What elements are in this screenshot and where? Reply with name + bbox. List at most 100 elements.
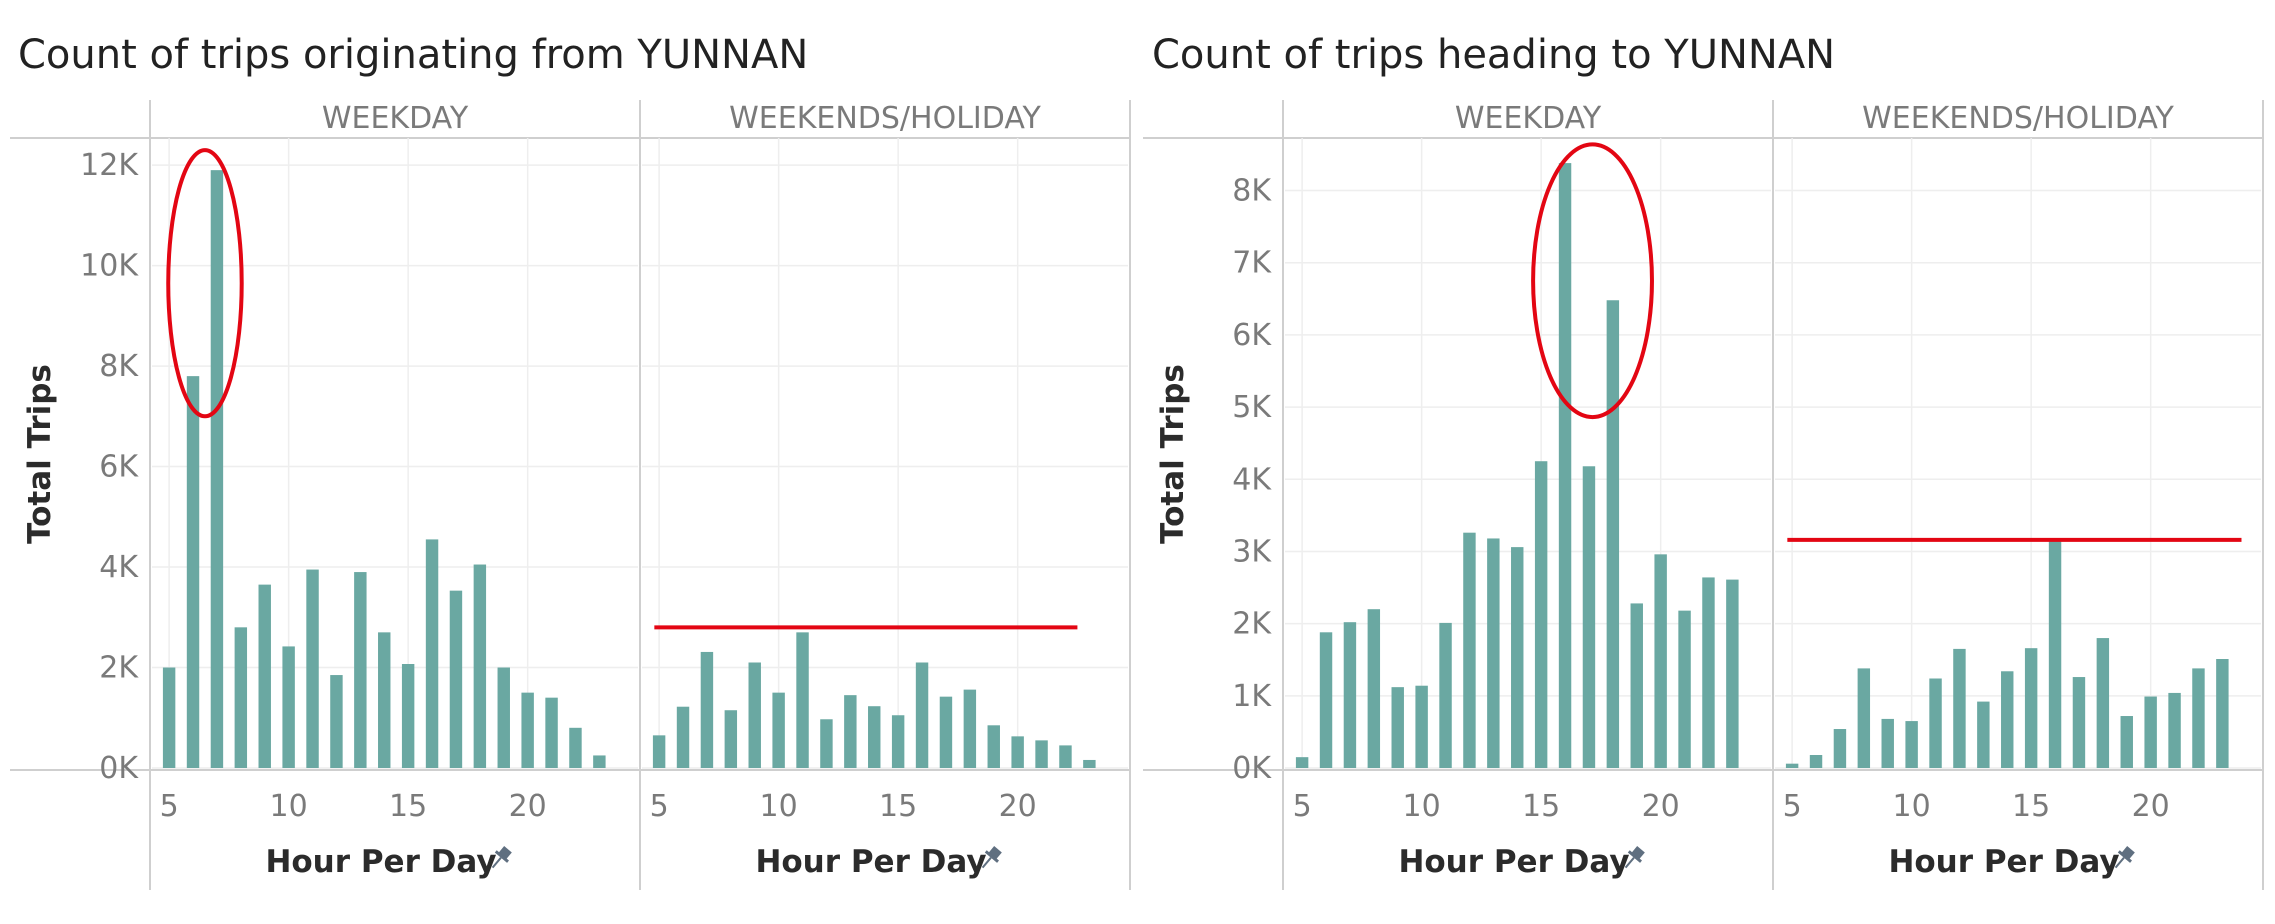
bar [987, 725, 1000, 768]
bar [521, 692, 534, 768]
chart-origin: Count of trips originating from YUNNAN 0K… [10, 32, 1131, 890]
bar [772, 692, 785, 768]
bar [1857, 668, 1871, 768]
bar [593, 755, 606, 768]
bar [378, 632, 391, 768]
bar [2048, 540, 2062, 768]
bar [186, 376, 200, 768]
facet-header: WEEKENDS/HOLIDAY [729, 101, 1041, 136]
x-tick-label: 15 [1522, 789, 1560, 824]
pin-icon [1624, 846, 1645, 869]
y-tick-label: 7K [1232, 246, 1272, 281]
chart-destination: Count of trips heading to YUNNAN 0K 1K 2K 3K… [1143, 32, 2264, 890]
x-tick-label: 15 [879, 789, 917, 824]
bar [1558, 163, 1572, 768]
bar [700, 651, 714, 768]
y-tick-label: 1K [1232, 679, 1272, 714]
bar [2168, 692, 2181, 768]
bar [1785, 763, 1799, 768]
y-tick-label: 12K [80, 148, 139, 183]
y-axis-title: Total Trips [22, 364, 58, 544]
facet-header: WEEKDAY [1455, 101, 1602, 136]
bar [1702, 577, 1715, 768]
bar [1487, 538, 1500, 768]
pin-icon [981, 846, 1002, 869]
bar [1654, 554, 1667, 768]
bar [1463, 532, 1476, 768]
x-tick-label: 20 [2132, 789, 2170, 824]
x-axis-title: Hour Per Day [755, 844, 986, 880]
y-tick-label: 4K [99, 550, 139, 585]
bar [2192, 668, 2205, 768]
x-tick-label: 5 [1293, 789, 1312, 824]
highlight-ellipse [166, 148, 244, 419]
bar [820, 719, 833, 768]
x-tick-label: 10 [270, 789, 308, 824]
bar [2024, 648, 2038, 768]
bar [401, 664, 415, 768]
bar [1582, 466, 1596, 768]
y-tick-label: 0K [1232, 751, 1272, 786]
bar [258, 584, 271, 768]
facet-header: WEEKDAY [322, 101, 469, 136]
x-tick-label: 10 [1893, 789, 1931, 824]
bar [162, 667, 176, 768]
y-tick-label: 4K [1232, 462, 1272, 497]
pin-icon [491, 846, 512, 869]
highlight-ellipse [1531, 142, 1654, 420]
bar [497, 667, 510, 768]
x-axis-title: Hour Per Day [265, 844, 496, 880]
bar [1011, 736, 1024, 768]
bar [234, 627, 248, 768]
y-tick-label: 5K [1232, 390, 1272, 425]
bar [676, 706, 690, 768]
bar [1059, 745, 1072, 768]
bar [1511, 547, 1524, 768]
x-tick-label: 10 [1403, 789, 1441, 824]
bar [1343, 622, 1357, 768]
x-axis-title: Hour Per Day [1398, 844, 1629, 880]
y-tick-label: 2K [1232, 607, 1272, 642]
x-axis-title: Hour Per Day [1888, 844, 2119, 880]
bar [2096, 638, 2110, 768]
bar [748, 662, 761, 768]
bar [868, 706, 881, 768]
bar [569, 727, 582, 768]
y-tick-label: 2K [99, 651, 139, 686]
bar [1726, 579, 1739, 768]
x-tick-label: 5 [1783, 789, 1802, 824]
bar [1606, 300, 1620, 768]
bar [1367, 609, 1381, 768]
x-tick-label: 15 [389, 789, 427, 824]
bar [449, 590, 463, 768]
y-tick-label: 6K [99, 450, 139, 485]
bar [915, 662, 929, 768]
bar [963, 689, 977, 768]
facet-header: WEEKENDS/HOLIDAY [1862, 101, 2174, 136]
y-tick-label: 10K [80, 249, 139, 284]
bar [1678, 610, 1691, 768]
bar [1833, 729, 1847, 768]
y-tick-label: 8K [1232, 174, 1272, 209]
bar [2216, 659, 2229, 768]
bar [844, 695, 857, 768]
y-tick-label: 3K [1232, 534, 1272, 569]
pin-icon [2114, 846, 2135, 869]
bar [2001, 671, 2014, 768]
bar [330, 675, 343, 768]
bar [1391, 687, 1404, 768]
bar [354, 572, 367, 768]
bar [1881, 718, 1894, 768]
bar [1415, 685, 1428, 768]
bar [939, 696, 953, 768]
y-axis-title: Total Trips [1155, 364, 1191, 544]
bar [545, 697, 558, 768]
bar [2120, 716, 2133, 768]
y-tick-label: 6K [1232, 318, 1272, 353]
x-tick-label: 15 [2012, 789, 2050, 824]
bar [2144, 696, 2157, 768]
bar [1439, 622, 1452, 768]
bar [1630, 603, 1643, 768]
x-tick-label: 20 [509, 789, 547, 824]
